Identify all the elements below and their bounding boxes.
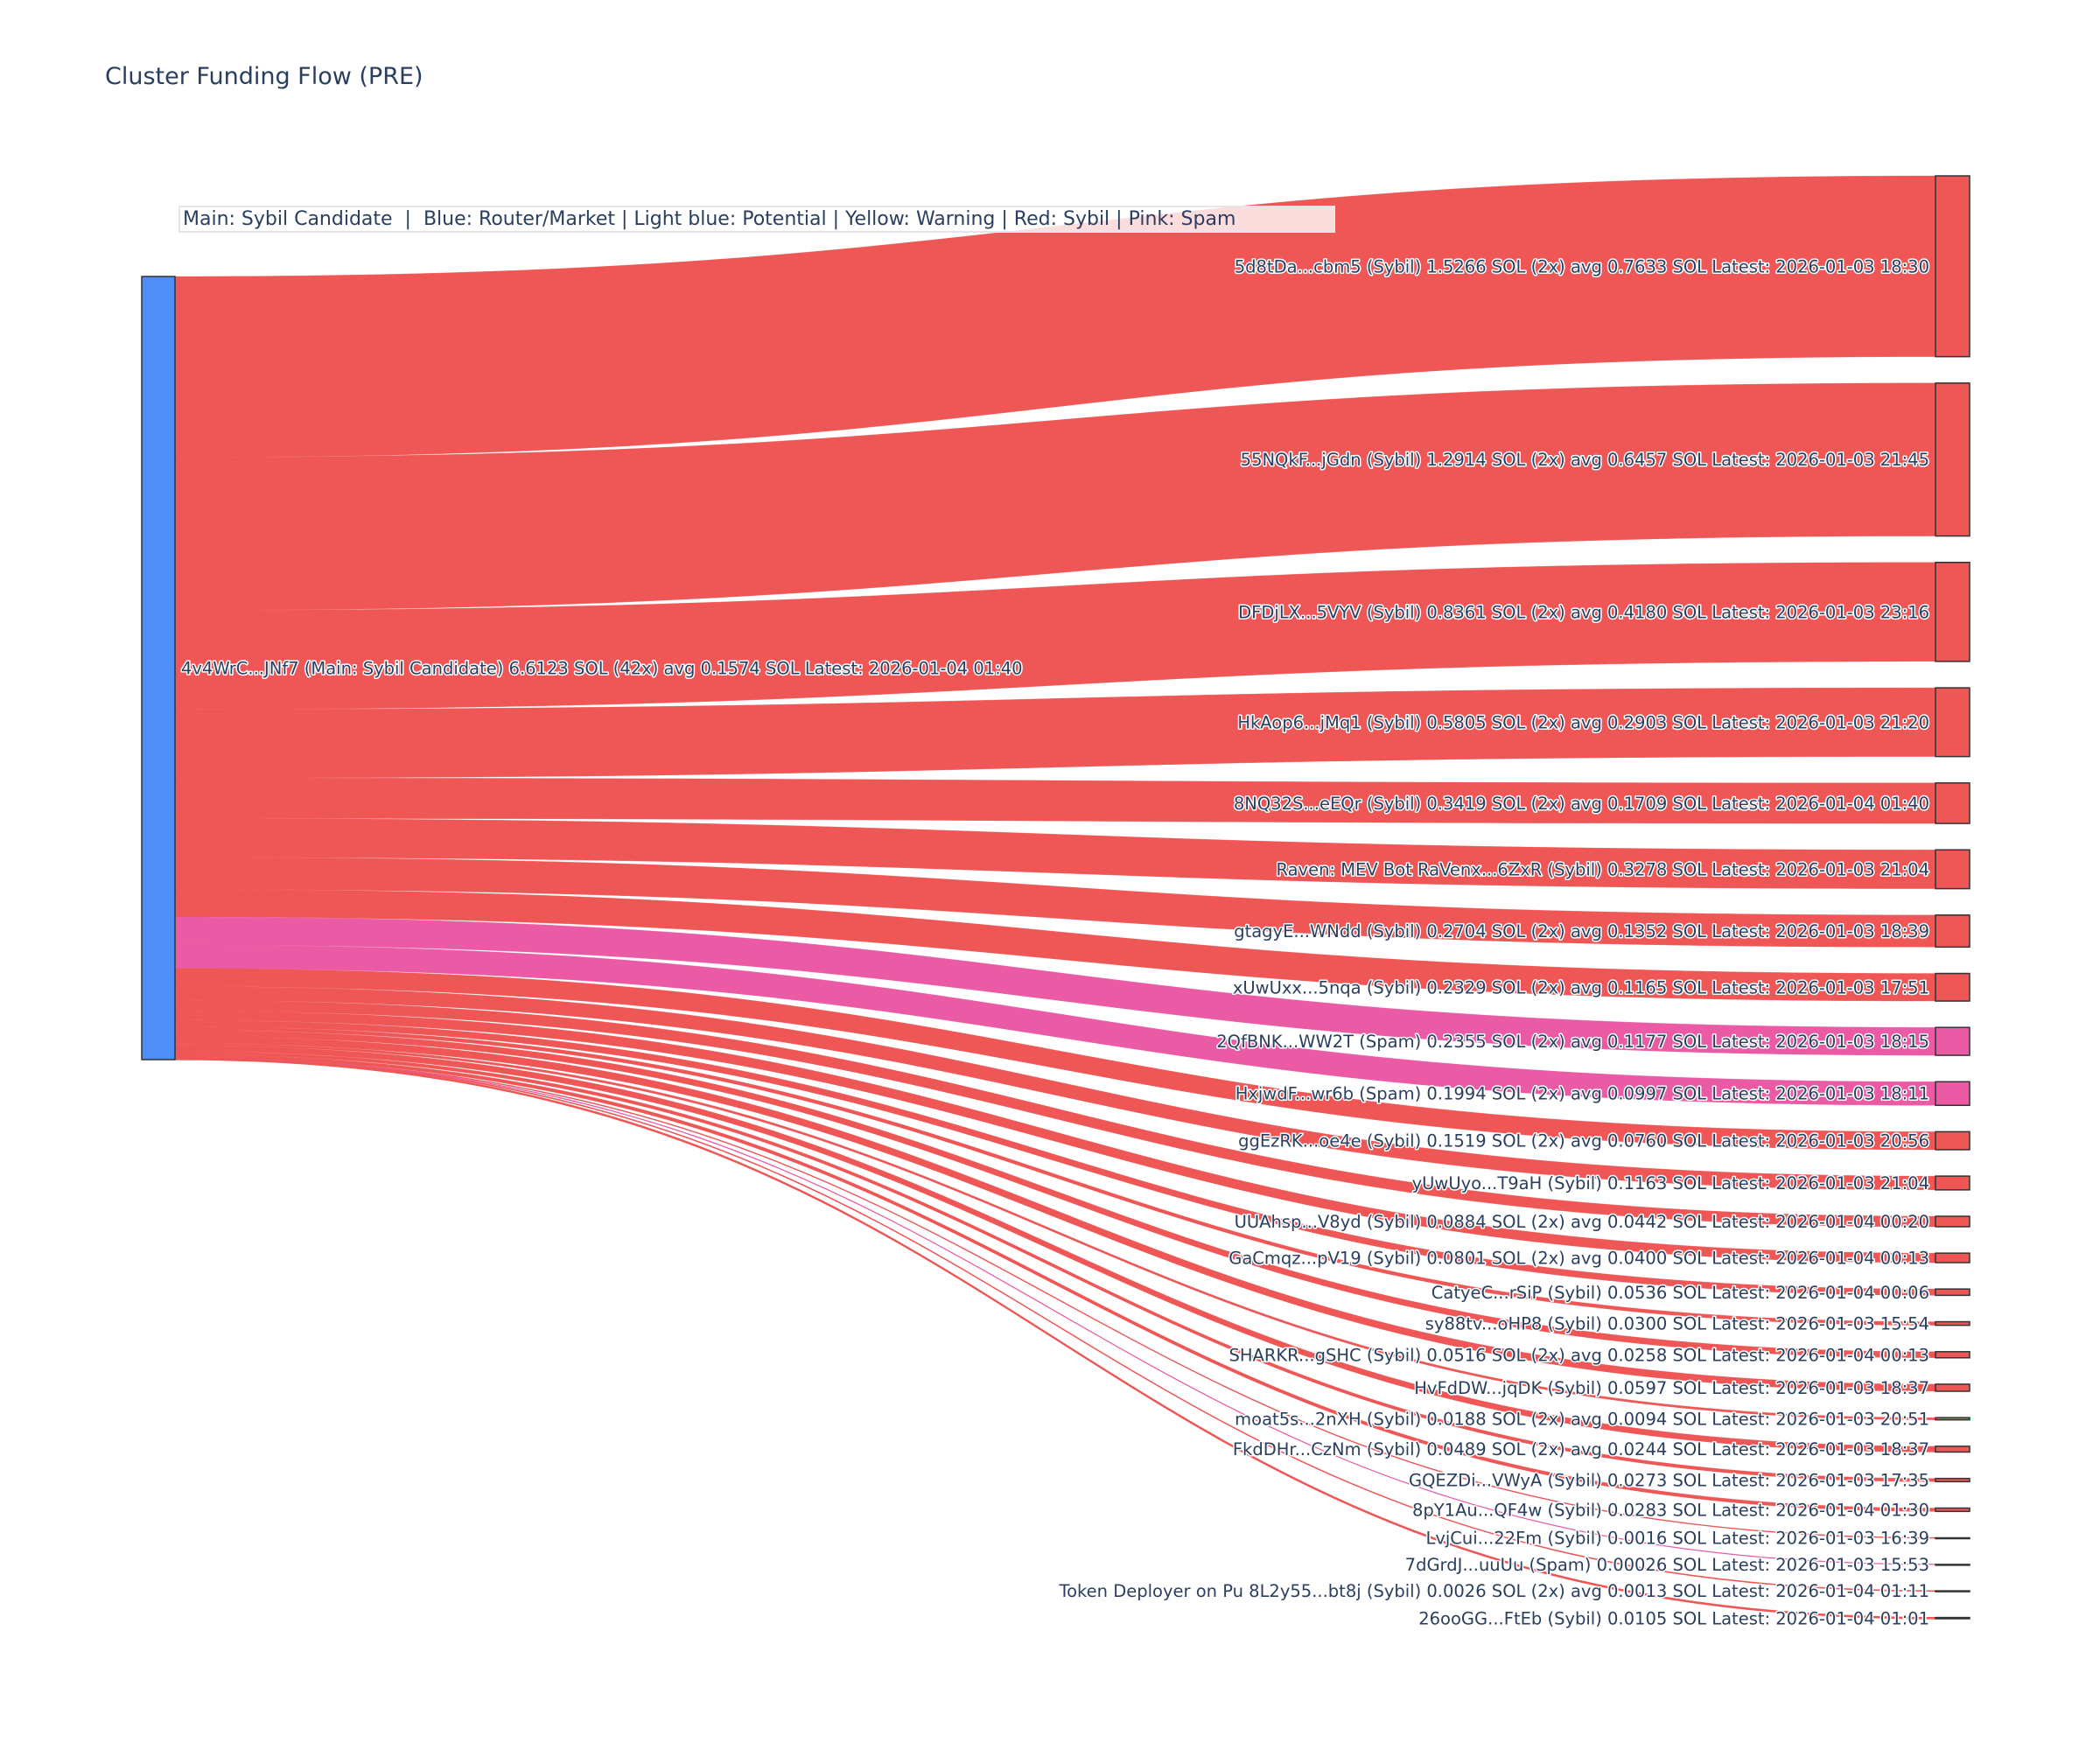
target-node[interactable] (1935, 1564, 1970, 1566)
target-node-label: 26ooGG...FtEb (Sybil) 0.0105 SOL Latest:… (1418, 1608, 1929, 1628)
target-node[interactable] (1935, 1616, 1970, 1620)
labels: 5d8tDa...cbm5 (Sybil) 1.5266 SOL (2x) av… (180, 256, 1931, 1630)
target-node-label: gtagyE...WNdd (Sybil) 0.2704 SOL (2x) av… (1234, 921, 1929, 942)
target-node-label: CatyeC...rSiP (Sybil) 0.0536 SOL Latest:… (1432, 1283, 1929, 1303)
target-node-label: sy88tv...oHP8 (Sybil) 0.0300 SOL Latest:… (1425, 1314, 1929, 1334)
target-node[interactable] (1935, 1081, 1970, 1106)
target-node[interactable] (1935, 1351, 1970, 1359)
target-node[interactable] (1935, 972, 1970, 1002)
chart-title: Cluster Funding Flow (PRE) (105, 63, 424, 90)
target-node-label: LvjCui...22Fm (Sybil) 0.0016 SOL Latest:… (1425, 1529, 1929, 1549)
target-node-label: GaCmqz...pV19 (Sybil) 0.0801 SOL (2x) av… (1228, 1249, 1929, 1269)
target-node[interactable] (1935, 1536, 1970, 1540)
target-node[interactable] (1935, 1590, 1970, 1592)
target-node[interactable] (1935, 1175, 1970, 1191)
links (174, 175, 1936, 1620)
target-node-label: 55NQkF...jGdn (Sybil) 1.2914 SOL (2x) av… (1241, 450, 1929, 470)
target-node[interactable] (1935, 914, 1970, 948)
target-node[interactable] (1935, 1320, 1970, 1326)
source-node[interactable] (141, 276, 176, 1060)
target-node[interactable] (1935, 1026, 1970, 1056)
target-node-label: yUwUyo...T9aH (Sybil) 0.1163 SOL Latest:… (1412, 1173, 1929, 1194)
target-node-label: UUAhsp...V8yd (Sybil) 0.0884 SOL (2x) av… (1235, 1212, 1929, 1232)
target-node-label: GQEZDi...VWyA (Sybil) 0.0273 SOL Latest:… (1409, 1470, 1929, 1490)
target-node-label: 8pY1Au...QF4w (Sybil) 0.0283 SOL Latest:… (1412, 1500, 1929, 1520)
target-node-label: ggEzRK...oe4e (Sybil) 0.1519 SOL (2x) av… (1238, 1131, 1929, 1152)
target-node-label: DFDjLX...5VYV (Sybil) 0.8361 SOL (2x) av… (1238, 602, 1929, 622)
target-node-label: Raven: MEV Bot RaVenx...6ZxR (Sybil) 0.3… (1276, 859, 1929, 879)
target-node-label: SHARKR...gSHC (Sybil) 0.0516 SOL (2x) av… (1228, 1345, 1929, 1365)
target-node[interactable] (1935, 561, 1970, 662)
target-node[interactable] (1935, 1507, 1970, 1513)
target-node-label: 5d8tDa...cbm5 (Sybil) 1.5266 SOL (2x) av… (1235, 256, 1929, 276)
target-node[interactable] (1935, 849, 1970, 890)
nodes (141, 175, 1970, 1620)
target-node[interactable] (1935, 382, 1970, 537)
color-legend-annotation: Main: Sybil Candidate | Blue: Router/Mar… (178, 206, 1335, 233)
target-node-label: 2QfBNK...WW2T (Spam) 0.2355 SOL (2x) avg… (1216, 1032, 1929, 1052)
target-node[interactable] (1935, 175, 1970, 358)
target-node-label: HvFdDW...jqDK (Sybil) 0.0597 SOL Latest:… (1414, 1378, 1929, 1398)
target-node-label: 7dGrdJ...uuUu (Spam) 0.00026 SOL Latest:… (1405, 1555, 1929, 1575)
target-node-label: 8NQ32S...eEQr (Sybil) 0.3419 SOL (2x) av… (1234, 794, 1929, 814)
source-node-label: 4v4WrC...JNf7 (Main: Sybil Candidate) 6.… (181, 659, 1023, 679)
target-node[interactable] (1935, 1446, 1970, 1453)
target-node-label: HkAop6...jMq1 (Sybil) 0.5805 SOL (2x) av… (1237, 712, 1929, 732)
target-node-label: moat5s...2nXH (Sybil) 0.0188 SOL (2x) av… (1235, 1409, 1929, 1429)
target-node-label: HxjwdF...wr6b (Spam) 0.1994 SOL (2x) avg… (1236, 1084, 1929, 1104)
target-node[interactable] (1935, 1215, 1970, 1228)
target-node-label: FkdDHr...CzNm (Sybil) 0.0489 SOL (2x) av… (1233, 1439, 1929, 1460)
target-node-label: xUwUxx...5nqa (Sybil) 0.2329 SOL (2x) av… (1233, 977, 1929, 998)
target-node[interactable] (1935, 1383, 1970, 1392)
target-node[interactable] (1935, 1252, 1970, 1264)
target-node[interactable] (1935, 1477, 1970, 1483)
target-node[interactable] (1935, 1130, 1970, 1151)
target-node[interactable] (1935, 1288, 1970, 1297)
target-node-label: Token Deployer on Pu 8L2y55...bt8j (Sybi… (1059, 1581, 1929, 1601)
target-node[interactable] (1935, 782, 1970, 824)
target-node[interactable] (1935, 1417, 1970, 1421)
target-node[interactable] (1935, 687, 1970, 758)
